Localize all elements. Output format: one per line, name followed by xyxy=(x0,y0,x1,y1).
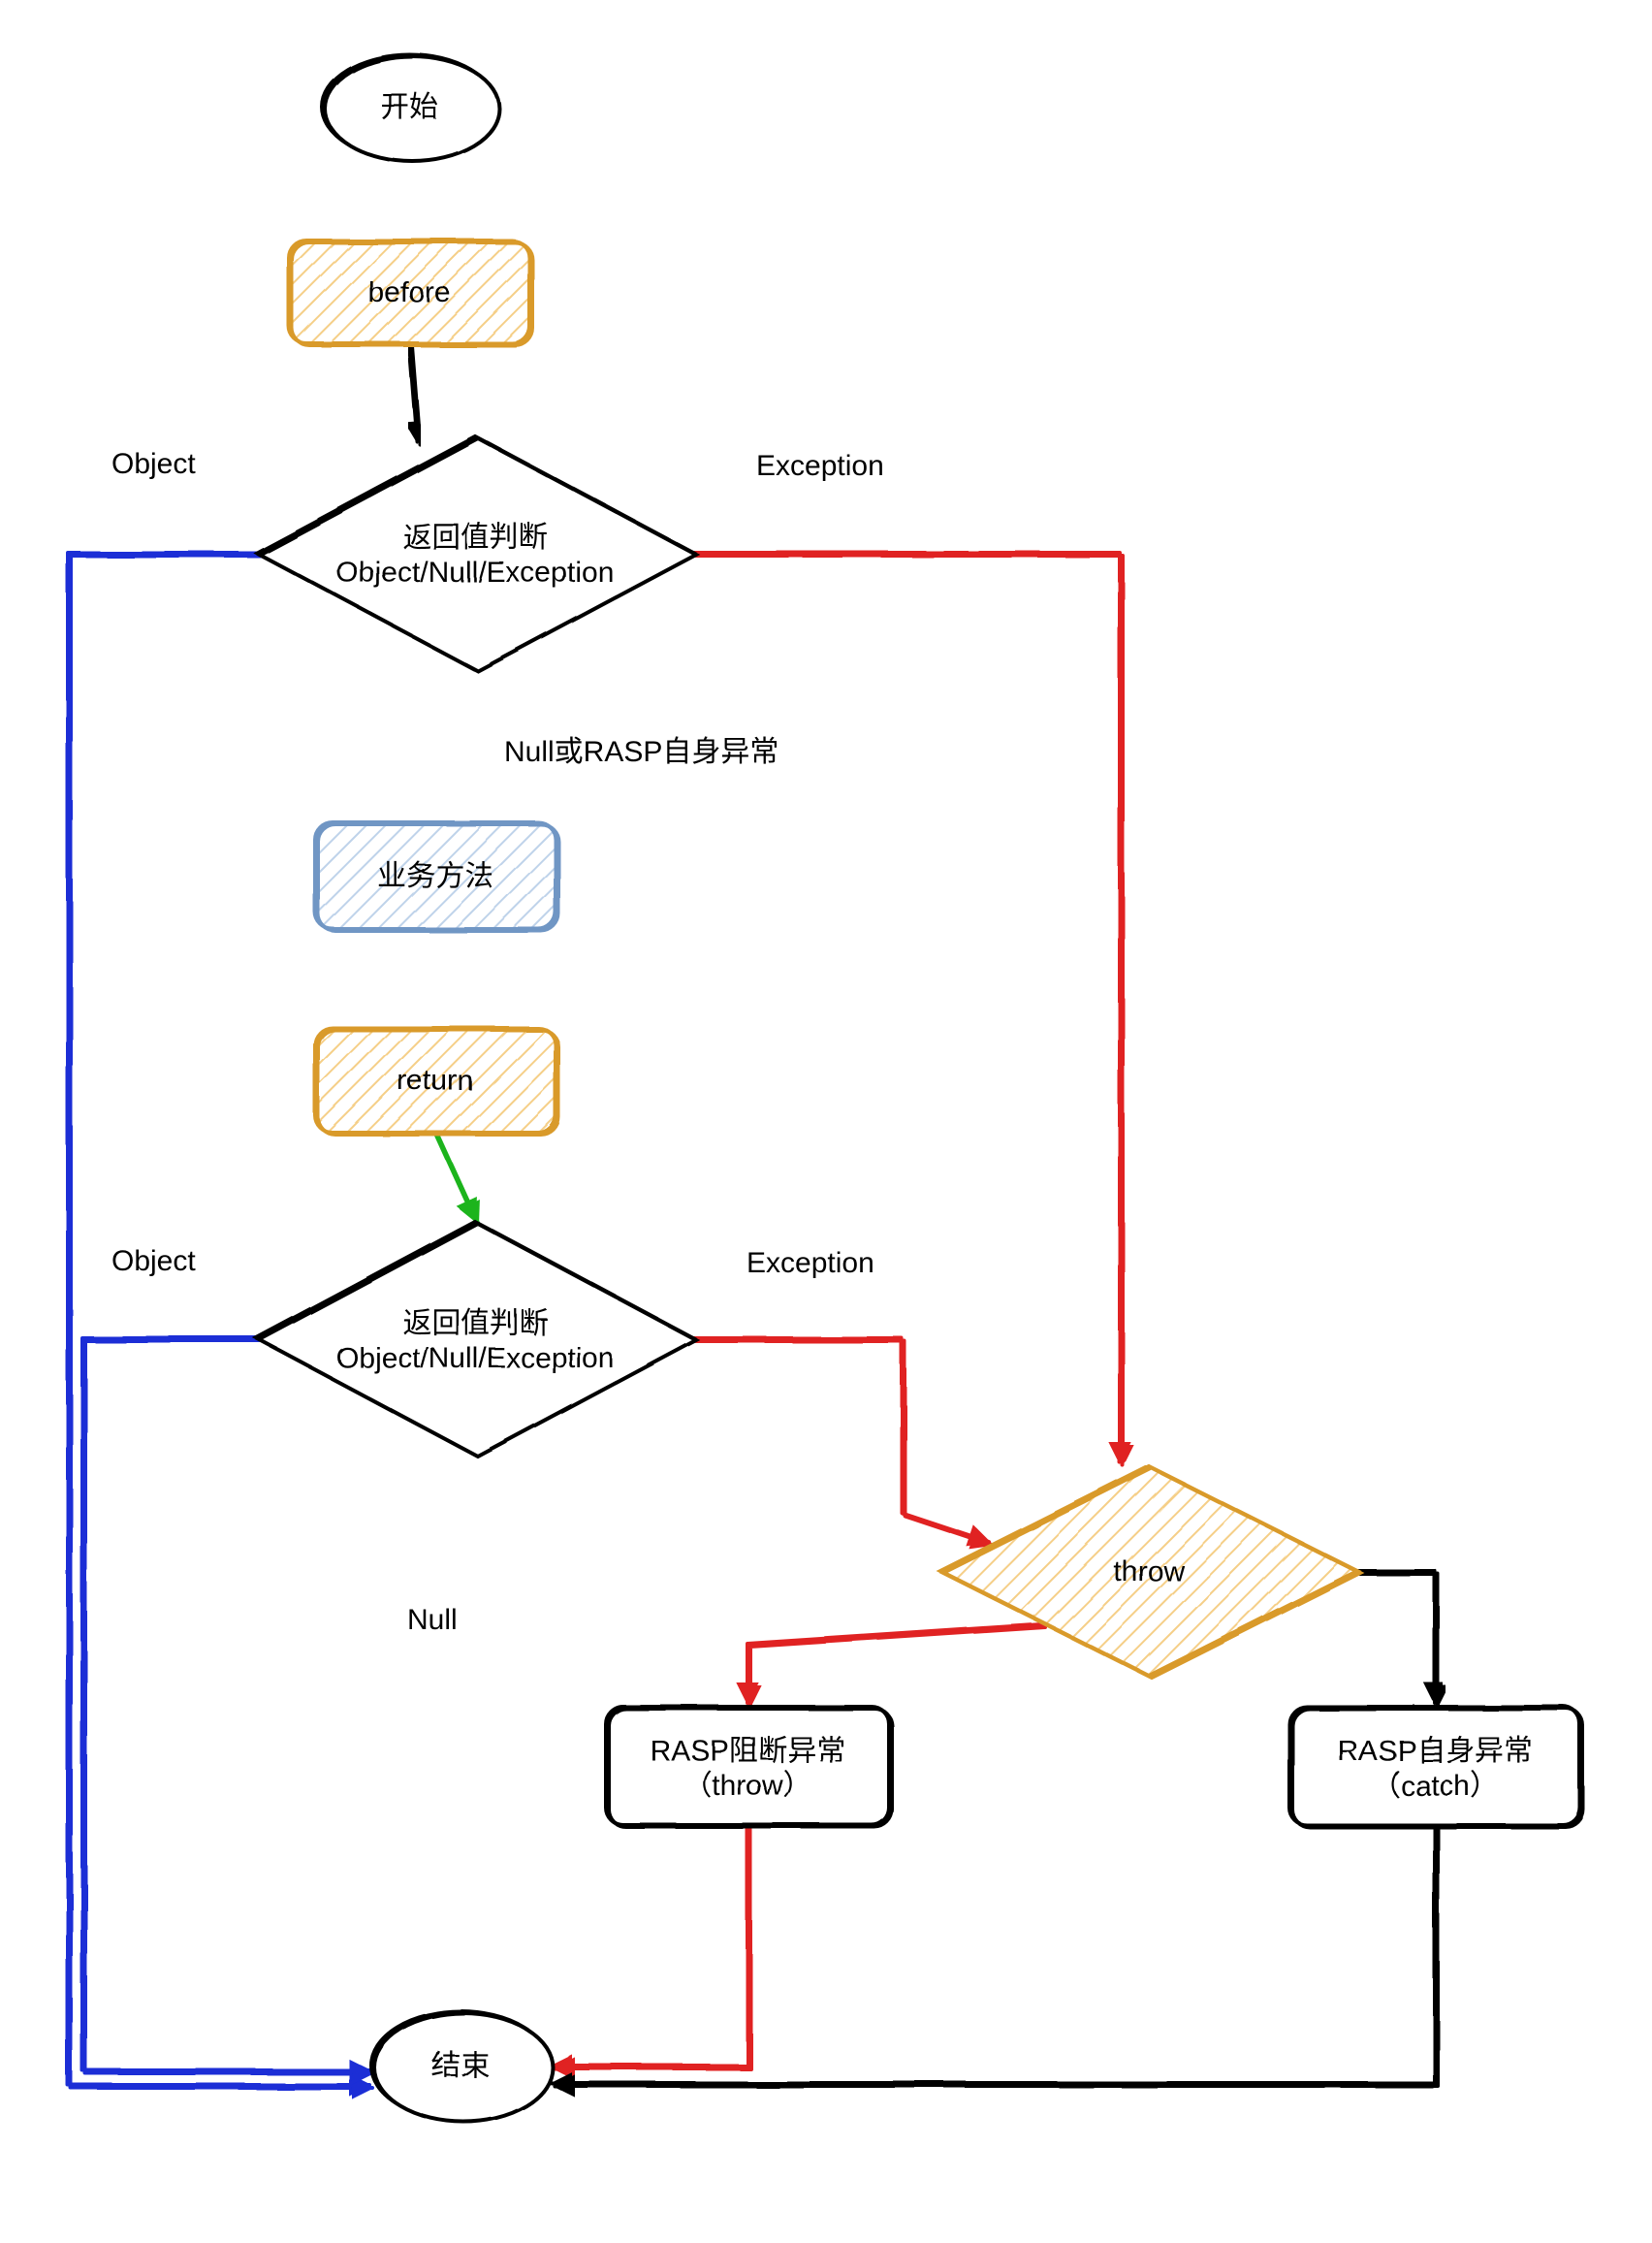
node-start: 开始 xyxy=(322,54,499,161)
node-return: return xyxy=(315,1028,558,1135)
node-decision-2: 返回值判断Object/Null/Exception xyxy=(257,1222,696,1457)
label-object-2: Object xyxy=(111,1245,196,1277)
node-rasp-catch: RASP自身异常（catch） xyxy=(1289,1707,1583,1827)
label-null-2: Null xyxy=(407,1604,458,1636)
svg-text:Object/Null/Exception: Object/Null/Exception xyxy=(336,1342,615,1374)
svg-text:返回值判断: 返回值判断 xyxy=(402,1307,548,1339)
node-rasp-throw: RASP阻断异常（throw） xyxy=(606,1707,892,1827)
label-exception-1: Exception xyxy=(756,450,884,482)
svg-text:Object/Null/Exception: Object/Null/Exception xyxy=(336,557,615,589)
svg-text:RASP阻断异常: RASP阻断异常 xyxy=(650,1735,845,1767)
svg-text:RASP自身异常: RASP自身异常 xyxy=(1337,1735,1533,1767)
svg-text:（catch）: （catch） xyxy=(1371,1770,1499,1802)
svg-text:开始: 开始 xyxy=(380,91,438,123)
node-end: 结束 xyxy=(371,2011,553,2122)
svg-text:业务方法: 业务方法 xyxy=(377,860,493,892)
node-business-method: 业务方法 xyxy=(315,822,558,931)
label-null-or-rasp: Null或RASP自身异常 xyxy=(504,736,778,768)
svg-text:返回值判断: 返回值判断 xyxy=(402,522,548,554)
svg-text:throw: throw xyxy=(1113,1555,1185,1587)
svg-text:before: before xyxy=(367,276,450,308)
node-decision-1: 返回值判断Object/Null/Exception xyxy=(257,436,696,671)
svg-text:return: return xyxy=(397,1065,473,1097)
flowchart-canvas: 开始before返回值判断Object/Null/Exception业务方法re… xyxy=(0,0,1652,2243)
label-object-1: Object xyxy=(111,448,196,480)
svg-text:结束: 结束 xyxy=(431,2050,490,2082)
label-exception-2: Exception xyxy=(747,1247,874,1279)
node-before: before xyxy=(289,240,532,345)
svg-text:（throw）: （throw） xyxy=(683,1770,811,1802)
node-throw: throw xyxy=(940,1466,1360,1678)
